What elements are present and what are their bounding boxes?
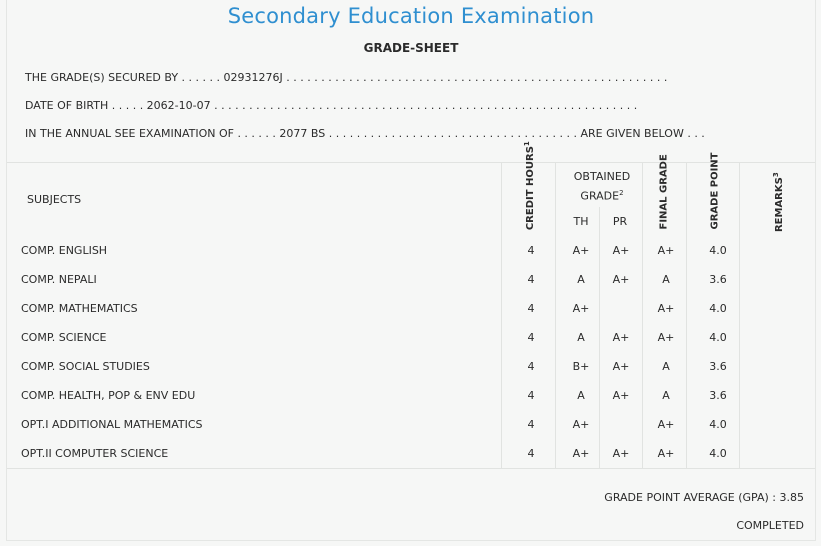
credit-hours: 4 bbox=[527, 331, 535, 344]
grade-th: A bbox=[577, 331, 585, 344]
header-obtained-grade: OBTAINED GRADE2 bbox=[562, 169, 642, 205]
grade-th: A+ bbox=[572, 447, 590, 460]
subject-name: COMP. ENGLISH bbox=[21, 244, 108, 257]
table-row: COMP. ENGLISH 4 A+ A+ A+ 4.0 bbox=[7, 236, 815, 265]
column-divider bbox=[599, 207, 600, 468]
column-divider bbox=[686, 162, 687, 468]
final-grade: A+ bbox=[657, 447, 675, 460]
grade-point: 4.0 bbox=[709, 244, 727, 257]
grade-point: 3.6 bbox=[709, 360, 727, 373]
grade-th: A+ bbox=[572, 418, 590, 431]
subject-name: COMP. NEPALI bbox=[21, 273, 97, 286]
credit-hours: 4 bbox=[527, 447, 535, 460]
header-th: TH bbox=[573, 215, 589, 228]
grade-th: A bbox=[577, 273, 585, 286]
column-divider bbox=[555, 162, 556, 468]
grade-point: 4.0 bbox=[709, 418, 727, 431]
grade-th: A+ bbox=[572, 244, 590, 257]
header-credit-hours: CREDIT HOURS1 bbox=[522, 141, 536, 230]
table-row: COMP. MATHEMATICS 4 A+ A+ 4.0 bbox=[7, 294, 815, 323]
grade-sheet-heading: GRADE-SHEET bbox=[363, 41, 459, 55]
grade-th: B+ bbox=[572, 360, 590, 373]
final-grade: A bbox=[662, 273, 670, 286]
grade-point: 3.6 bbox=[709, 273, 727, 286]
grade-point: 4.0 bbox=[709, 331, 727, 344]
student-symbol-line: THE GRADE(S) SECURED BY . . . . . . 0293… bbox=[25, 71, 668, 84]
grade-pr: A+ bbox=[612, 331, 630, 344]
final-grade: A+ bbox=[657, 331, 675, 344]
credit-hours: 4 bbox=[527, 244, 535, 257]
column-divider bbox=[739, 162, 740, 468]
grade-pr: A+ bbox=[612, 360, 630, 373]
table-top-border bbox=[7, 162, 815, 163]
table-row: OPT.I ADDITIONAL MATHEMATICS 4 A+ A+ 4.0 bbox=[7, 410, 815, 439]
header-remarks-label: REMARKS bbox=[774, 177, 786, 233]
final-grade: A+ bbox=[657, 418, 675, 431]
table-row: COMP. HEALTH, POP & ENV EDU 4 A A+ A 3.6 bbox=[7, 381, 815, 410]
date-of-birth-line: DATE OF BIRTH . . . . . 2062-10-07 . . .… bbox=[25, 99, 638, 112]
result-status: COMPLETED bbox=[736, 519, 804, 532]
header-obtained-label: OBTAINED bbox=[573, 170, 631, 183]
table-row: COMP. SCIENCE 4 A A+ A+ 4.0 bbox=[7, 323, 815, 352]
credit-hours: 4 bbox=[527, 418, 535, 431]
subject-name: COMP. HEALTH, POP & ENV EDU bbox=[21, 389, 196, 402]
subject-name: COMP. SCIENCE bbox=[21, 331, 107, 344]
final-grade: A bbox=[662, 360, 670, 373]
header-final-grade: FINAL GRADE bbox=[658, 154, 670, 230]
page-title: Secondary Education Examination bbox=[227, 4, 595, 28]
subject-name: OPT.I ADDITIONAL MATHEMATICS bbox=[21, 418, 203, 431]
table-row: COMP. NEPALI 4 A A+ A 3.6 bbox=[7, 265, 815, 294]
exam-year-line: IN THE ANNUAL SEE EXAMINATION OF . . . .… bbox=[25, 127, 705, 140]
gpa-summary: GRADE POINT AVERAGE (GPA) : 3.85 bbox=[604, 491, 804, 504]
grade-th: A bbox=[577, 389, 585, 402]
grade-point: 3.6 bbox=[709, 389, 727, 402]
footnote-mark: 2 bbox=[619, 189, 624, 197]
subject-name: COMP. MATHEMATICS bbox=[21, 302, 138, 315]
grade-point: 4.0 bbox=[709, 447, 727, 460]
credit-hours: 4 bbox=[527, 302, 535, 315]
column-divider bbox=[501, 162, 502, 468]
grade-th: A+ bbox=[572, 302, 590, 315]
table-row: OPT.II COMPUTER SCIENCE 4 A+ A+ A+ 4.0 bbox=[7, 439, 815, 468]
final-grade: A+ bbox=[657, 302, 675, 315]
header-pr: PR bbox=[612, 215, 628, 228]
grade-pr: A+ bbox=[612, 389, 630, 402]
subject-name: COMP. SOCIAL STUDIES bbox=[21, 360, 150, 373]
footnote-mark: 1 bbox=[522, 141, 531, 147]
column-divider bbox=[642, 162, 643, 468]
credit-hours: 4 bbox=[527, 360, 535, 373]
grade-pr: A+ bbox=[612, 447, 630, 460]
final-grade: A+ bbox=[657, 244, 675, 257]
footnote-mark: 3 bbox=[771, 172, 780, 178]
header-remarks: REMARKS3 bbox=[771, 167, 785, 237]
grade-pr: A+ bbox=[612, 273, 630, 286]
header-grade-point: GRADE POINT bbox=[709, 152, 721, 230]
table-bottom-border bbox=[7, 468, 815, 469]
grade-pr: A+ bbox=[612, 244, 630, 257]
credit-hours: 4 bbox=[527, 273, 535, 286]
final-grade: A bbox=[662, 389, 670, 402]
grade-sheet: Secondary Education Examination GRADE-SH… bbox=[6, 0, 816, 541]
header-grade-label: GRADE bbox=[580, 189, 620, 203]
header-subjects: SUBJECTS bbox=[27, 193, 82, 206]
grade-point: 4.0 bbox=[709, 302, 727, 315]
credit-hours: 4 bbox=[527, 389, 535, 402]
table-row: COMP. SOCIAL STUDIES 4 B+ A+ A 3.6 bbox=[7, 352, 815, 381]
subject-name: OPT.II COMPUTER SCIENCE bbox=[21, 447, 169, 460]
header-credit-hours-label: CREDIT HOURS bbox=[525, 146, 537, 231]
